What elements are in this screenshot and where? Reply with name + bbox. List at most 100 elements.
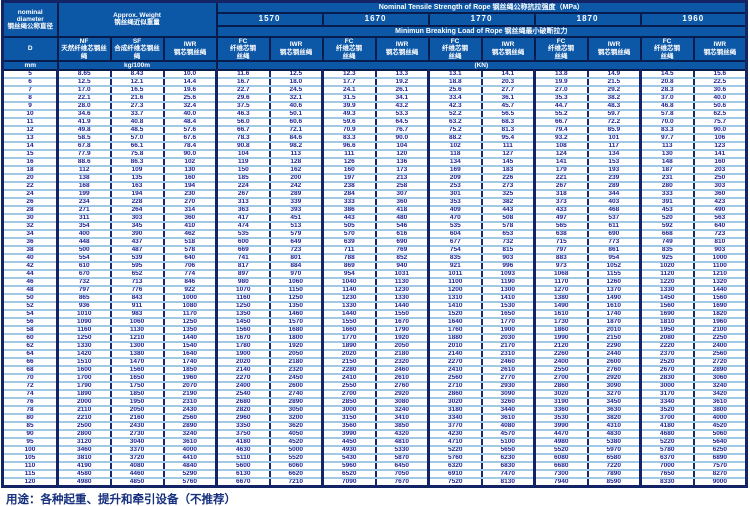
value-cell: 903	[480, 254, 537, 263]
value-cell: 505	[321, 222, 377, 231]
value-cell: 333	[639, 190, 695, 199]
value-cell: 520	[639, 214, 695, 223]
value-cell: 3610	[162, 438, 219, 447]
value-cell: 163	[109, 182, 165, 191]
value-cell: 57.6	[162, 126, 219, 135]
value-cell: 360	[374, 198, 431, 207]
diameter-cell: 20	[1, 174, 59, 183]
value-cell: 5960	[321, 462, 377, 471]
value-cell: 1610	[586, 302, 643, 311]
value-cell: 815	[480, 246, 537, 255]
value-cell: 4450	[321, 438, 377, 447]
value-cell: 2310	[162, 398, 219, 407]
value-cell: 41.9	[56, 118, 112, 127]
value-cell: 24.5	[268, 86, 325, 95]
value-cell: 264	[109, 206, 165, 215]
value-cell: 1690	[692, 302, 748, 311]
value-cell: 565	[533, 222, 589, 231]
value-cell: 1780	[215, 342, 271, 351]
value-cell: 3990	[533, 422, 589, 431]
value-cell: 2320	[268, 366, 325, 375]
diameter-cell: 7	[1, 86, 59, 95]
value-cell: 134	[586, 150, 643, 159]
value-cell: 1210	[692, 270, 748, 279]
value-cell: 604	[427, 230, 483, 239]
value-cell: 1700	[56, 374, 112, 383]
value-cell: 284	[321, 190, 377, 199]
value-cell: 230	[162, 190, 219, 199]
value-cell: 2760	[374, 382, 431, 391]
value-cell: 741	[215, 254, 271, 263]
value-cell: 168	[56, 182, 112, 191]
value-cell: 1490	[586, 294, 643, 303]
value-cell: 258	[374, 182, 431, 191]
value-cell: 4310	[586, 422, 643, 431]
value-cell: 19.9	[533, 78, 589, 87]
value-cell: 2960	[215, 414, 271, 423]
value-cell: 12.1	[109, 78, 165, 87]
value-cell: 409	[427, 206, 483, 215]
value-cell: 1560	[109, 366, 165, 375]
value-cell: 1790	[56, 382, 112, 391]
value-cell: 925	[639, 254, 695, 263]
value-cell: 84.6	[268, 134, 325, 143]
value-cell: 417	[215, 214, 271, 223]
value-cell: 21.5	[586, 78, 643, 87]
value-cell: 37.0	[639, 94, 695, 103]
value-cell: 97.7	[639, 134, 695, 143]
value-cell: 27.0	[533, 86, 589, 95]
value-cell: 610	[56, 262, 112, 271]
value-cell: 1330	[56, 342, 112, 351]
value-cell: 271	[56, 206, 112, 215]
value-cell: 391	[639, 198, 695, 207]
value-cell: 2400	[533, 358, 589, 367]
value-cell: 1250	[56, 334, 112, 343]
value-cell: 1950	[109, 398, 165, 407]
value-cell: 138	[56, 174, 112, 183]
value-cell: 2260	[533, 350, 589, 359]
value-cell: 462	[162, 230, 219, 239]
table-row: 34 400 390 462 535 579 570 616 604 653 638 690 668 72…	[1, 230, 748, 239]
value-cell: 6890	[692, 454, 748, 463]
value-cell: 1670	[374, 318, 431, 327]
value-cell: 3060	[692, 374, 748, 383]
value-cell: 1770	[321, 334, 377, 343]
value-cell: 940	[374, 262, 431, 271]
table-row: 56 1090 1060 1250 1450 1570 1550 1670 1640 1770 17…	[1, 318, 748, 327]
value-cell: 136	[374, 158, 431, 167]
value-cell: 3370	[109, 446, 165, 455]
value-cell: 2320	[374, 358, 431, 367]
value-cell: 4630	[215, 446, 271, 455]
value-cell: 34.1	[374, 94, 431, 103]
value-cell: 14.5	[639, 70, 695, 79]
value-cell: 67.8	[56, 142, 112, 151]
value-cell: 2000	[56, 398, 112, 407]
value-cell: 7210	[268, 478, 325, 488]
diameter-cell: 30	[1, 214, 59, 223]
value-cell: 148	[639, 158, 695, 167]
value-cell: 313	[215, 198, 271, 207]
value-cell: 13.8	[533, 70, 589, 79]
value-cell: 579	[268, 230, 325, 239]
value-cell: 14.1	[480, 70, 537, 79]
value-cell: 72.1	[268, 126, 325, 135]
value-cell: 2710	[427, 382, 483, 391]
value-cell: 2150	[321, 358, 377, 367]
value-cell: 2610	[374, 374, 431, 383]
value-cell: 49.3	[321, 110, 377, 119]
value-cell: 7300	[533, 470, 589, 479]
value-cell: 578	[480, 222, 537, 231]
value-cell: 1870	[586, 318, 643, 327]
value-cell: 3990	[321, 430, 377, 439]
value-cell: 3450	[586, 398, 643, 407]
value-cell: 90.0	[692, 126, 748, 135]
value-cell: 64.5	[374, 118, 431, 127]
value-cell: 649	[268, 238, 325, 247]
value-cell: 3000	[639, 382, 695, 391]
diameter-cell: 62	[1, 342, 59, 351]
value-cell: 2600	[268, 382, 325, 391]
table-header: nominal diameter 钢丝绳公称直径 Approx. Weight …	[1, 0, 748, 71]
value-cell: 554	[56, 254, 112, 263]
value-cell: 8330	[639, 478, 695, 488]
table-row: 15 77.9 75.8 90.0 104 113 111 120 118 127 124 134 13…	[1, 150, 748, 159]
